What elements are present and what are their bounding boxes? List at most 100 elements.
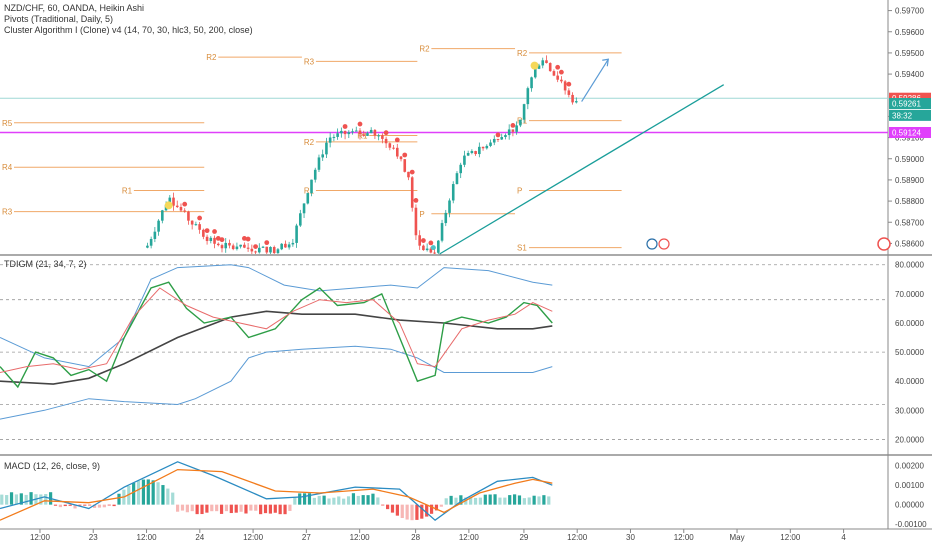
cluster-indicator-label[interactable]: Cluster Algorithm I (Clone) v4 (14, 70, … — [4, 25, 253, 35]
tdi-lower-band — [0, 345, 553, 420]
macd-histogram-bar — [342, 498, 346, 505]
macd-histogram-bar — [117, 493, 121, 505]
price-tag-label: 0.59261 — [892, 100, 921, 109]
sell-signal-dot — [510, 123, 516, 128]
macd-histogram-bar — [219, 504, 224, 514]
candle-body — [198, 224, 201, 230]
macd-histogram-bar — [215, 504, 219, 512]
candle-body — [500, 137, 504, 140]
macd-histogram-bar — [229, 504, 233, 514]
macd-histogram-bar — [337, 496, 341, 505]
macd-histogram-bar — [53, 504, 58, 506]
macd-histogram-bar — [410, 504, 414, 521]
macd-histogram-bar — [483, 494, 487, 505]
time-tick-label: 12:00 — [350, 533, 371, 542]
candle-body — [496, 138, 500, 140]
price-tag-bg — [889, 98, 931, 110]
candle-body — [254, 251, 257, 253]
candle-body — [571, 94, 574, 103]
tdi-pane-title[interactable]: TDIGM (21, 34, 7, 2) — [4, 259, 87, 269]
candle-body — [246, 247, 250, 249]
trendline — [439, 84, 725, 255]
time-tick-label: 28 — [411, 533, 420, 542]
candle-body — [451, 184, 455, 201]
macd-histogram-bar — [376, 497, 380, 505]
price-tick-label: 0.59400 — [895, 70, 924, 79]
time-tick-label: 12:00 — [30, 533, 51, 542]
tdi-base-line — [0, 310, 553, 385]
sell-signal-dot — [555, 64, 561, 70]
event-icon — [658, 238, 670, 250]
time-tick-label: 23 — [89, 533, 98, 542]
macd-histogram-bar — [195, 504, 199, 515]
sell-signal-dot — [409, 169, 415, 175]
macd-pane-title[interactable]: MACD (12, 26, close, 9) — [4, 461, 101, 471]
macd-histogram-bar — [273, 504, 277, 513]
projection-arrowhead — [602, 58, 609, 67]
candle-body — [552, 71, 556, 76]
sell-signal-dot — [428, 240, 434, 246]
macd-histogram-bar — [293, 497, 297, 505]
macd-histogram-bar — [317, 495, 321, 505]
macd-histogram-bar — [527, 497, 531, 505]
pivot-label: R3 — [2, 208, 13, 217]
macd-histogram-bar — [288, 504, 292, 511]
time-tick-label: 12:00 — [243, 533, 264, 542]
macd-histogram-bar — [473, 497, 478, 505]
candle-body — [354, 130, 358, 132]
time-tick-label: 4 — [841, 533, 846, 542]
pivot-label: R3 — [304, 57, 315, 66]
macd-histogram-bar — [381, 504, 385, 506]
macd-histogram-bar — [390, 504, 395, 513]
macd-histogram-bar — [224, 504, 229, 512]
candle-body — [157, 220, 160, 232]
candle-body — [179, 207, 183, 211]
candle-body — [526, 88, 530, 105]
macd-histogram-bar — [176, 504, 180, 512]
pivots-indicator-label[interactable]: Pivots (Traditional, Daily, 5) — [4, 14, 114, 24]
pivot-label: R1 — [304, 187, 315, 196]
macd-histogram-bar — [302, 493, 307, 505]
symbol-title: NZD/CHF, 60, OANDA, Heikin Ashi — [4, 3, 145, 13]
macd-histogram-bar — [459, 495, 463, 505]
macd-histogram-bar — [63, 504, 67, 507]
candle-body — [310, 179, 313, 194]
candle-body — [280, 243, 283, 250]
time-tick-label: 12:00 — [567, 533, 588, 542]
macd-histogram-bar — [537, 496, 541, 505]
candle-body — [216, 243, 220, 246]
macd-histogram-bar — [83, 504, 87, 506]
macd-histogram-bar — [180, 504, 185, 511]
tdi-upper-band — [0, 264, 553, 368]
sell-signal-dot — [420, 238, 426, 243]
candle-body — [418, 235, 421, 246]
macd-histogram-bar — [420, 504, 424, 519]
tdi-tick-label: 70.0000 — [895, 290, 924, 299]
candle-body — [478, 146, 481, 155]
candle-body — [149, 238, 153, 246]
candle-body — [172, 197, 175, 206]
time-tick-label: 12:00 — [674, 533, 695, 542]
sell-signal-dot — [241, 235, 247, 241]
macd-histogram-bar — [298, 493, 302, 505]
candle-body — [269, 246, 272, 253]
macd-histogram-bar — [73, 504, 77, 509]
macd-histogram-bar — [327, 498, 331, 505]
macd-histogram-bar — [346, 496, 351, 505]
candle-body — [504, 135, 507, 138]
macd-histogram-bar — [39, 494, 43, 505]
macd-histogram-bar — [161, 485, 165, 505]
macd-histogram-bar — [24, 494, 28, 505]
sell-signal-dot — [245, 236, 251, 242]
signal-marker-yellow — [530, 61, 539, 70]
candle-body — [239, 244, 242, 247]
candle-body — [507, 129, 511, 136]
time-tick-label: 12:00 — [780, 533, 801, 542]
candle-body — [429, 248, 433, 253]
candle-body — [533, 68, 537, 78]
macd-histogram-bar — [542, 495, 546, 505]
candle-body — [492, 138, 496, 143]
candle-body — [325, 142, 328, 155]
macd-histogram-bar — [146, 479, 150, 505]
